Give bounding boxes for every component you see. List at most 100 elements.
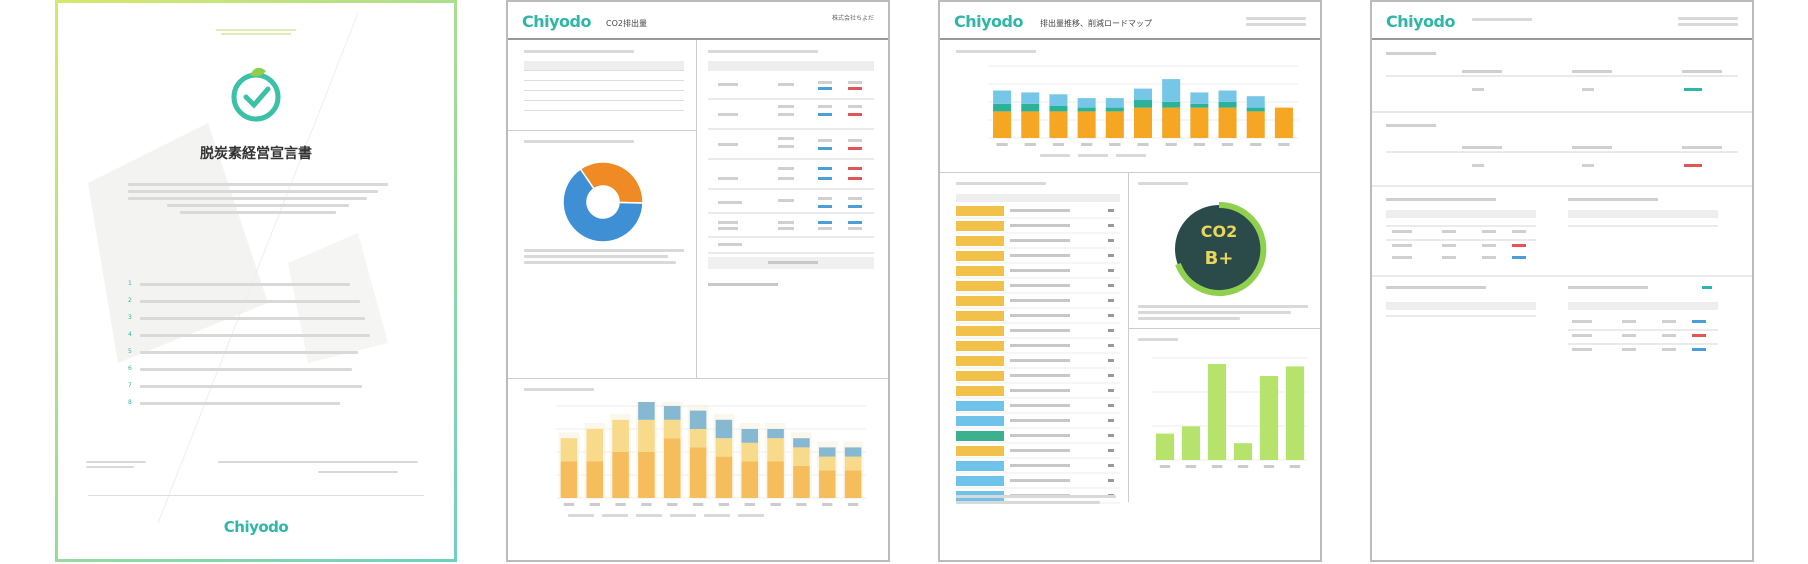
cover-intro-text — [128, 179, 388, 218]
roadmap-tag-13 — [956, 401, 1004, 411]
bar-9-0 — [793, 465, 810, 498]
x-tick-9 — [1250, 143, 1262, 146]
cover-signature — [218, 458, 418, 473]
bar-6-1 — [715, 438, 733, 457]
x-tick-4 — [667, 503, 678, 506]
roadmap-tag-1 — [956, 221, 1004, 231]
roadmap-item-mark-14 — [1108, 419, 1114, 422]
reduction-target-chart — [1152, 357, 1308, 468]
bar-8-1 — [767, 438, 784, 462]
roadmap-tag-4 — [956, 266, 1004, 276]
bar-7-0 — [741, 461, 759, 498]
bar-10-0 — [818, 470, 836, 498]
bar-4-1 — [663, 419, 681, 439]
green-x-tick-0 — [1159, 465, 1171, 468]
x-tick-10 — [1278, 143, 1290, 146]
bar-7-2 — [741, 429, 759, 443]
report2-logo: Chiyodo — [954, 12, 1023, 31]
roadmap-item-text-15 — [1010, 434, 1070, 437]
bar-0-2 — [993, 90, 1012, 104]
roadmap-tag-16 — [956, 446, 1004, 456]
bar-4-1 — [1105, 107, 1124, 112]
scope-detail-table — [708, 50, 874, 305]
donut-caption — [524, 246, 684, 267]
bar-2-0 — [1049, 111, 1068, 138]
bar-3-0 — [1077, 111, 1096, 138]
x-tick-1 — [1024, 143, 1036, 146]
roadmap-item-mark-9 — [1108, 344, 1114, 347]
roadmap-item-mark-17 — [1108, 464, 1114, 467]
bar-3-1 — [1077, 107, 1096, 112]
roadmap-item-text-11 — [1010, 374, 1070, 377]
roadmap-tag-14 — [956, 416, 1004, 426]
x-tick-0 — [563, 503, 575, 506]
roadmap-item-text-8 — [1010, 329, 1070, 332]
bar-11-2 — [844, 447, 862, 457]
bar-6-2 — [1162, 79, 1181, 102]
roadmap-item-text-3 — [1010, 254, 1070, 257]
roadmap-tag-7 — [956, 311, 1004, 321]
report1-title: CO2排出量 — [606, 19, 647, 28]
report-page-2: Chiyodo 排出量推移、削減ロードマップ CO2 B+ — [938, 0, 1322, 562]
bar-2-1 — [612, 419, 629, 452]
roadmap-tag-10 — [956, 356, 1004, 366]
bar-9-2 — [1246, 96, 1265, 108]
x-tick-8 — [1221, 143, 1234, 146]
bar-ghost-8 — [765, 423, 786, 498]
rank-badge — [1175, 201, 1267, 296]
donut-slice-1 — [562, 167, 644, 243]
bar-1-1 — [586, 429, 604, 462]
bar-ghost-7 — [739, 423, 761, 498]
roadmap-item-mark-3 — [1108, 254, 1114, 257]
green-bar-2 — [1207, 364, 1227, 460]
bar-7-2 — [1190, 92, 1209, 104]
roadmap-tag-18 — [956, 476, 1004, 486]
bar-1-0 — [586, 461, 604, 498]
report2-title: 排出量推移、削減ロードマップ — [1040, 19, 1152, 28]
bar-10-0 — [1274, 107, 1293, 138]
report3-content — [1372, 52, 1752, 351]
roadmap-item-mark-10 — [1108, 359, 1114, 362]
roadmap-item-mark-6 — [1108, 299, 1114, 302]
bar-9-1 — [793, 447, 810, 466]
green-x-tick-5 — [1289, 465, 1301, 468]
roadmap-tag-2 — [956, 236, 1004, 246]
bar-9-2 — [793, 438, 810, 448]
roadmap-item-text-14 — [1010, 419, 1070, 422]
bar-7-1 — [1190, 103, 1209, 108]
bar-4-2 — [663, 406, 681, 420]
roadmap-tag-0 — [956, 206, 1004, 216]
cover-title: 脱炭素経営宣言書 — [200, 146, 312, 162]
green-x-tick-3 — [1237, 465, 1249, 468]
bar-ghost-3 — [636, 402, 657, 498]
roadmap-item-text-16 — [1010, 449, 1070, 452]
report1-logo: Chiyodo — [522, 12, 591, 31]
bar-3-2 — [638, 402, 655, 420]
roadmap-item-mark-4 — [1108, 269, 1114, 272]
green-bar-0 — [1155, 433, 1175, 460]
x-tick-9 — [796, 503, 807, 506]
x-tick-6 — [718, 503, 730, 506]
roadmap-item-mark-11 — [1108, 374, 1114, 377]
cover-pledge-list: 1 2 3 4 5 6 7 8 — [128, 271, 398, 416]
bar-4-0 — [663, 438, 681, 498]
rank-badge-bottom: B+ — [1204, 248, 1234, 269]
bar-6-0 — [1162, 107, 1181, 138]
roadmap-item-mark-2 — [1108, 239, 1114, 242]
reduction-roadmap-list — [956, 194, 1120, 504]
rank-badge-top: CO2 — [1200, 222, 1238, 241]
bar-4-2 — [1105, 98, 1124, 108]
roadmap-item-mark-15 — [1108, 434, 1114, 437]
green-bar-3 — [1233, 443, 1253, 460]
bar-10-2 — [818, 447, 836, 457]
bar-8-2 — [767, 429, 784, 439]
scope-donut-chart — [562, 161, 644, 243]
roadmap-item-text-9 — [1010, 344, 1070, 347]
x-tick-2 — [1052, 143, 1065, 146]
roadmap-tag-12 — [956, 386, 1004, 396]
bar-8-0 — [1218, 107, 1237, 138]
check-leaf-icon — [231, 67, 281, 122]
x-tick-5 — [692, 503, 704, 506]
bar-11-1 — [844, 456, 862, 471]
roadmap-item-mark-5 — [1108, 284, 1114, 287]
